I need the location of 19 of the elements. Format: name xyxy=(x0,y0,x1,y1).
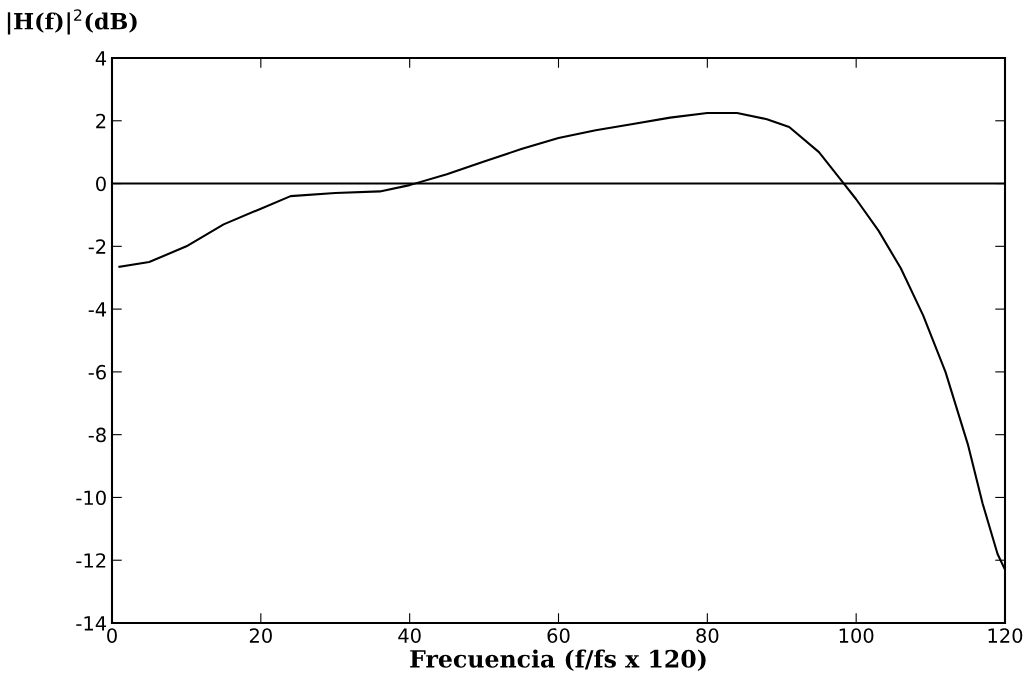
y-tick-label: 4 xyxy=(95,51,107,66)
x-axis-title: Frecuencia (f/fs x 120) xyxy=(410,649,706,672)
x-tick-label: 60 xyxy=(547,628,570,643)
y-tick-label: -2 xyxy=(88,239,106,254)
x-tick-label: 120 xyxy=(988,628,1023,643)
x-tick-label: 20 xyxy=(249,628,272,643)
y-tick-label: -4 xyxy=(88,302,107,317)
y-tick-label: -6 xyxy=(88,364,106,380)
y-axis-title: |H(f)|$^{2}$(dB) xyxy=(7,9,137,35)
y-tick-label: -12 xyxy=(76,553,106,568)
x-tick-label: 0 xyxy=(107,628,117,643)
y-tick-label: -10 xyxy=(76,490,106,506)
x-tick-label: 40 xyxy=(398,628,421,643)
y-tick-label: -14 xyxy=(76,616,107,631)
y-tick-label: -8 xyxy=(88,427,106,443)
x-tick-label: 80 xyxy=(696,628,719,643)
y-tick-label: 2 xyxy=(96,113,106,129)
y-tick-label: 0 xyxy=(96,176,106,192)
x-tick-label: 100 xyxy=(839,628,874,643)
